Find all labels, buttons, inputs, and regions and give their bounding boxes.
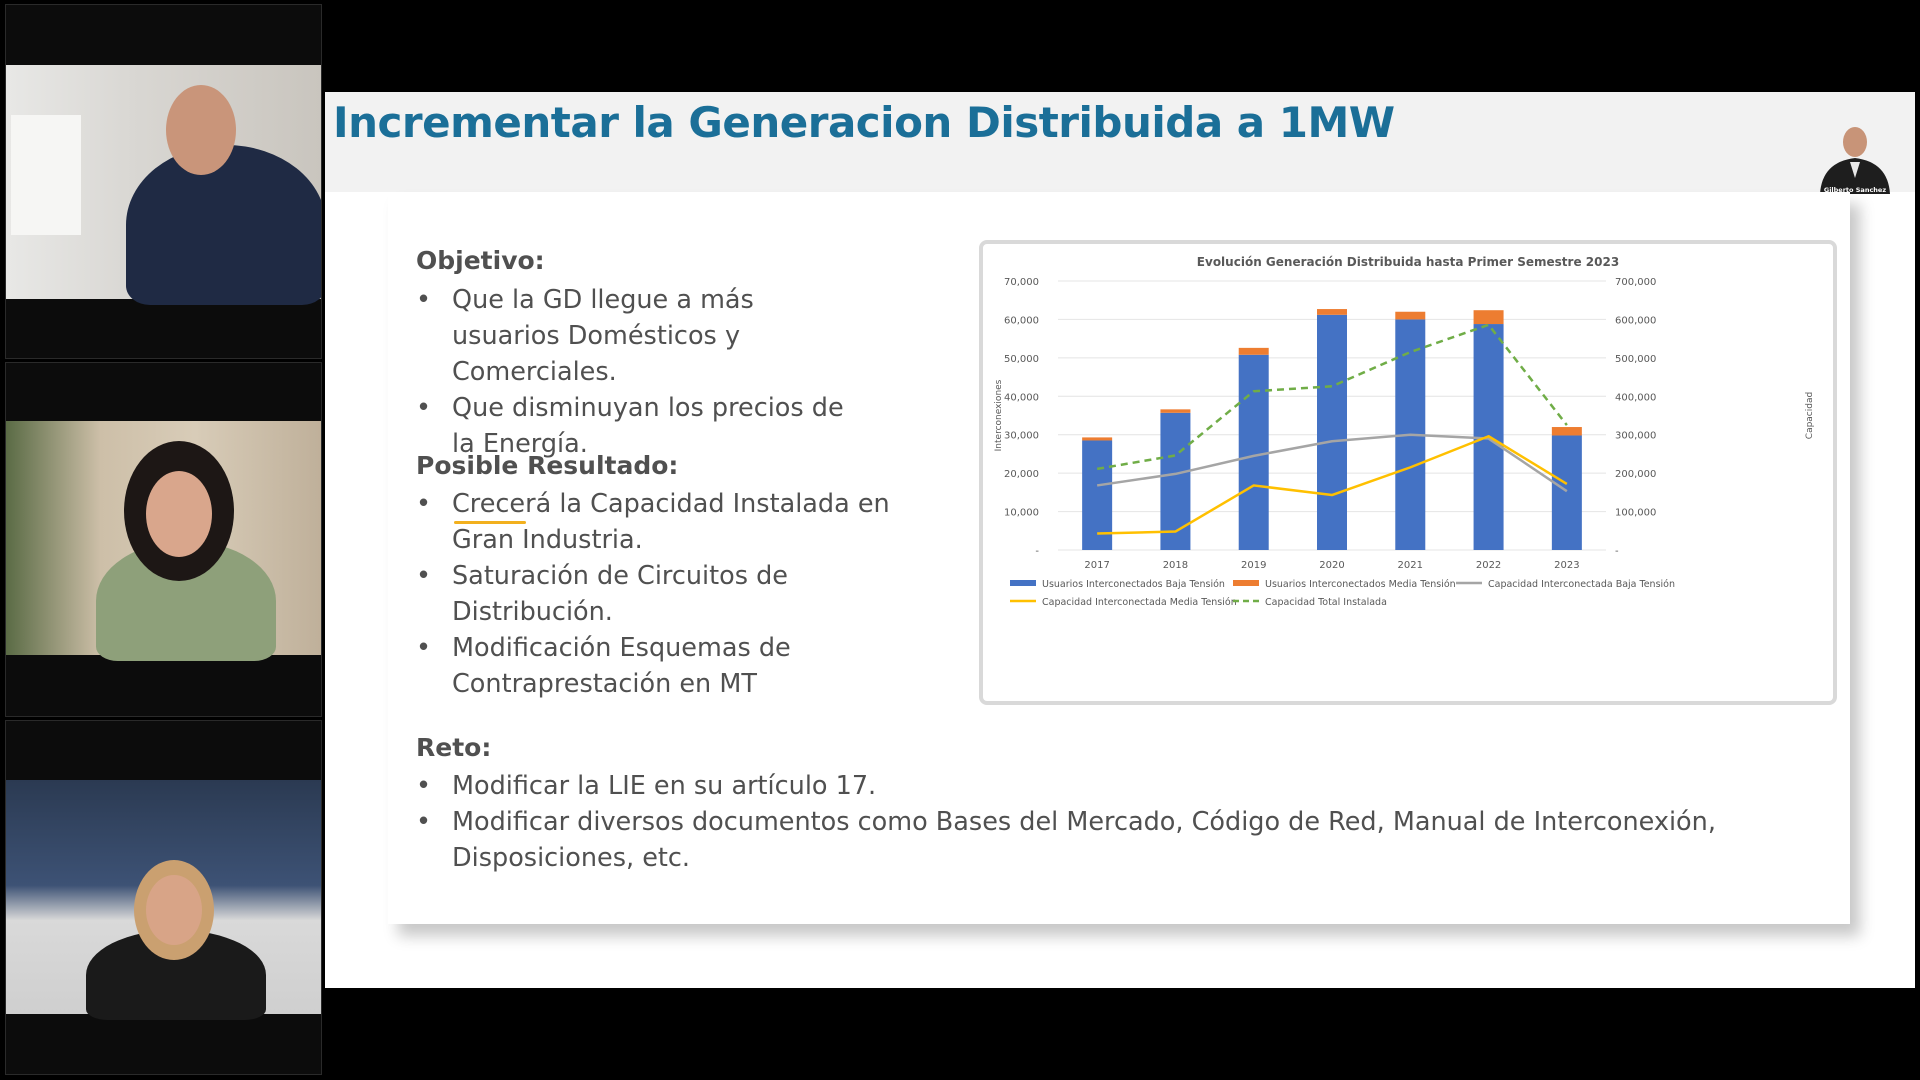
chart-title: Evolución Generación Distribuida hasta P…: [1197, 255, 1619, 269]
participant-face: [146, 471, 212, 557]
y-tick-label: 70,000: [1004, 277, 1039, 288]
objetivo-item: Que la GD llegue a más usuarios Doméstic…: [414, 282, 864, 390]
y-tick-label: 40,000: [1004, 392, 1039, 403]
participant-tile-1[interactable]: [5, 4, 322, 359]
y-tick-label: 10,000: [1004, 508, 1039, 519]
participant-tile-2[interactable]: [5, 362, 322, 717]
y2-tick-label: 200,000: [1615, 469, 1656, 480]
objetivo-heading: Objetivo:: [416, 246, 545, 275]
y-tick-label: 60,000: [1004, 315, 1039, 326]
legend-label: Usuarios Interconectados Media Tensión: [1265, 579, 1456, 590]
objetivo-item: Que disminuyan los precios de la Energía…: [414, 390, 864, 462]
reto-item: Modificar la LIE en su artículo 17.: [414, 768, 1754, 804]
legend-swatch: [1233, 580, 1259, 586]
bar-media: [1082, 437, 1113, 441]
resultado-item: Modificación Esquemas de Contraprestació…: [414, 630, 904, 702]
resultado-heading: Posible Resultado:: [416, 451, 679, 480]
participant-face: [166, 85, 236, 175]
presenter-name: Gilberto Sanchez: [1824, 186, 1886, 194]
annotation-underline: [454, 521, 526, 524]
legend-label: Capacidad Interconectada Baja Tensión: [1488, 579, 1675, 590]
y2-tick-label: 100,000: [1615, 508, 1656, 519]
window-light: [11, 115, 81, 235]
x-tick-label: 2017: [1084, 560, 1109, 571]
y2-tick-label: -: [1615, 546, 1619, 557]
y-tick-label: -: [1035, 546, 1039, 557]
y2-axis-label: Capacidad: [1805, 392, 1815, 439]
bar-media: [1238, 347, 1269, 355]
line-series-1: [1096, 433, 1568, 493]
y-axis-label: Interconexiones: [994, 379, 1004, 451]
x-tick-label: 2019: [1241, 560, 1266, 571]
line-series-2: [1097, 435, 1568, 535]
chart-frame: Evolución Generación Distribuida hasta P…: [979, 240, 1837, 705]
reto-heading: Reto:: [416, 733, 492, 762]
reto-list: Modificar la LIE en su artículo 17. Modi…: [414, 768, 1754, 876]
bar-baja: [1317, 314, 1347, 550]
bar-media: [1317, 309, 1347, 315]
y2-tick-label: 400,000: [1615, 392, 1656, 403]
x-tick-label: 2018: [1163, 560, 1188, 571]
participant-tile-3[interactable]: [5, 720, 322, 1075]
participant-video: [6, 780, 321, 1020]
shared-slide: Incrementar la Generacion Distribuida a …: [325, 92, 1915, 988]
chart: Evolución Generación Distribuida hasta P…: [994, 255, 1815, 608]
y2-tick-label: 300,000: [1615, 431, 1656, 442]
bar-baja: [1160, 412, 1191, 550]
bar-media: [1395, 311, 1426, 320]
bar-media: [1473, 310, 1504, 325]
reto-item: Modificar diversos documentos como Bases…: [414, 804, 1754, 876]
resultado-list: Crecerá la Capacidad Instalada en Gran I…: [414, 486, 904, 702]
y2-tick-label: 500,000: [1615, 354, 1656, 365]
resultado-item: Crecerá la Capacidad Instalada en Gran I…: [414, 486, 904, 558]
y-tick-label: 50,000: [1004, 354, 1039, 365]
legend-label: Capacidad Interconectada Media Tensión: [1042, 597, 1237, 608]
y-tick-label: 20,000: [1004, 469, 1039, 480]
legend-label: Usuarios Interconectados Baja Tensión: [1042, 579, 1225, 590]
legend-label: Capacidad Total Instalada: [1265, 597, 1387, 608]
x-tick-label: 2022: [1476, 560, 1501, 571]
slide-title: Incrementar la Generacion Distribuida a …: [333, 98, 1395, 147]
x-tick-label: 2023: [1554, 560, 1579, 571]
y-tick-label: 30,000: [1004, 431, 1039, 442]
resultado-item: Saturación de Circuitos de Distribución.: [414, 558, 904, 630]
bar-baja: [1082, 440, 1113, 550]
participant-video: [6, 65, 321, 305]
slide-header-band: [325, 92, 1915, 192]
bar-baja: [1238, 354, 1269, 550]
y2-tick-label: 600,000: [1615, 315, 1656, 326]
bar-media: [1160, 409, 1191, 413]
y2-tick-label: 700,000: [1615, 277, 1656, 288]
x-tick-label: 2021: [1398, 560, 1423, 571]
bar-baja: [1551, 435, 1582, 550]
participant-person: [126, 145, 321, 305]
bar-media: [1551, 427, 1582, 436]
objetivo-list: Que la GD llegue a más usuarios Doméstic…: [414, 282, 864, 462]
participant-video: [6, 421, 321, 661]
participant-face: [146, 875, 202, 945]
legend-swatch: [1010, 580, 1036, 586]
presenter-badge: Gilberto Sanchez: [1820, 127, 1890, 194]
x-tick-label: 2020: [1319, 560, 1344, 571]
